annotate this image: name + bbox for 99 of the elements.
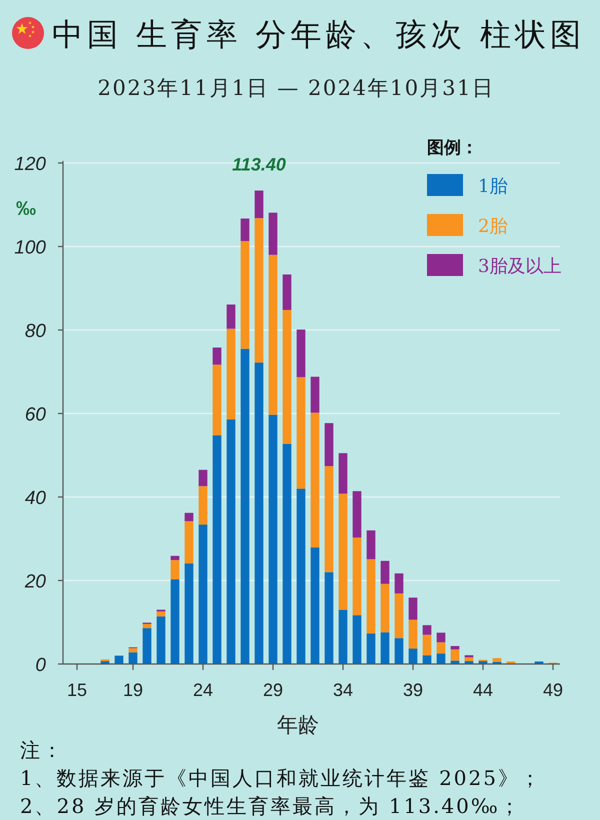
bar: [240, 241, 250, 349]
x-tick-label: 15: [66, 680, 88, 700]
bar: [156, 611, 166, 616]
bar: [170, 556, 180, 560]
bar: [170, 560, 180, 580]
x-tick-label: 29: [262, 680, 284, 700]
bar: [282, 274, 292, 310]
x-tick-label: 24: [192, 680, 214, 700]
bar: [436, 632, 446, 642]
bar: [338, 453, 348, 494]
text: 1、数据来源于《中国人口和就业统计年鉴 2025》；: [20, 766, 542, 790]
bar: [450, 646, 460, 650]
bar: [254, 362, 264, 664]
bar: [380, 560, 390, 584]
bar: [366, 530, 376, 560]
bar: [380, 632, 390, 664]
x-tick-label: 19: [122, 680, 144, 700]
x-tick-label: 39: [402, 680, 424, 700]
bar: [212, 435, 222, 664]
bar: [184, 521, 194, 564]
y-tick-label: 60: [24, 404, 46, 426]
text: 2、28 岁的育龄女性生育率最高，为 113.40‰；: [20, 794, 522, 818]
bar: [338, 494, 348, 610]
bar: [156, 616, 166, 664]
x-tick-label: 44: [472, 680, 494, 700]
bar: [226, 328, 236, 420]
chart-subtitle: 2023年11月1日 — 2024年10月31日: [98, 76, 494, 100]
bar: [464, 657, 474, 662]
bar: [128, 648, 138, 652]
bar: [128, 652, 138, 664]
x-tick-label: 34: [332, 680, 354, 700]
bar: [324, 466, 334, 572]
y-tick-label: 80: [24, 321, 46, 342]
bar: [366, 559, 376, 634]
bar: [422, 634, 432, 656]
bar: [240, 348, 250, 664]
bar: [310, 548, 320, 664]
bar: [436, 642, 446, 654]
bar: [296, 330, 306, 378]
bar: [310, 412, 320, 548]
bar: [114, 656, 124, 664]
legend-label: 1胎: [478, 176, 508, 197]
bar: [324, 423, 334, 466]
annotation: 113.40: [232, 154, 286, 175]
x-axis-title: 年龄: [277, 713, 319, 737]
y-tick-label: 120: [14, 154, 46, 175]
bar: [338, 610, 348, 664]
bar: [408, 620, 418, 649]
bar: [226, 419, 236, 664]
bar: [240, 218, 250, 242]
y-tick-label: 0: [35, 655, 46, 676]
legend-label: 3胎及以上: [478, 256, 562, 277]
bar: [268, 212, 278, 255]
legend-label: 2胎: [478, 216, 508, 237]
bar: [198, 524, 208, 664]
bar: [422, 625, 432, 635]
bar: [352, 615, 362, 664]
bar: [268, 414, 278, 664]
chart-title: 中国 生育率 分年龄、孩次 柱状图: [52, 17, 581, 53]
bar: [142, 624, 152, 628]
bar: [310, 376, 320, 413]
bar: [408, 648, 418, 664]
x-tick-label: 49: [542, 680, 564, 700]
bar: [380, 584, 390, 632]
bar: [282, 444, 292, 664]
bar: [352, 491, 362, 538]
text: 注：: [20, 738, 64, 762]
bar: [422, 655, 432, 664]
bar: [198, 486, 208, 525]
bar: [198, 470, 208, 486]
bar: [170, 579, 180, 664]
bar: [492, 658, 502, 662]
bar: [366, 634, 376, 664]
bar: [352, 538, 362, 616]
bar: [282, 310, 292, 444]
y-tick-label: 20: [24, 572, 46, 592]
y-tick-label: 100: [14, 238, 46, 258]
bar: [268, 254, 278, 415]
bar: [450, 649, 460, 661]
bar: [296, 488, 306, 664]
y-axis-title: ‰: [16, 198, 36, 220]
bar: [436, 654, 446, 664]
bar: [226, 304, 236, 329]
bar: [324, 572, 334, 664]
bar: [254, 218, 264, 363]
bar: [184, 512, 194, 522]
y-tick-label: 40: [24, 488, 46, 509]
bar: [408, 598, 418, 620]
bar: [394, 593, 404, 638]
bar: [212, 364, 222, 436]
bar: [450, 660, 460, 664]
bar: [212, 348, 222, 365]
bar: [394, 638, 404, 664]
bar: [296, 377, 306, 489]
legend-title: 图例：: [427, 138, 478, 158]
bar: [142, 628, 152, 664]
bar: [394, 573, 404, 594]
bar: [184, 563, 194, 664]
bar: [254, 190, 264, 218]
